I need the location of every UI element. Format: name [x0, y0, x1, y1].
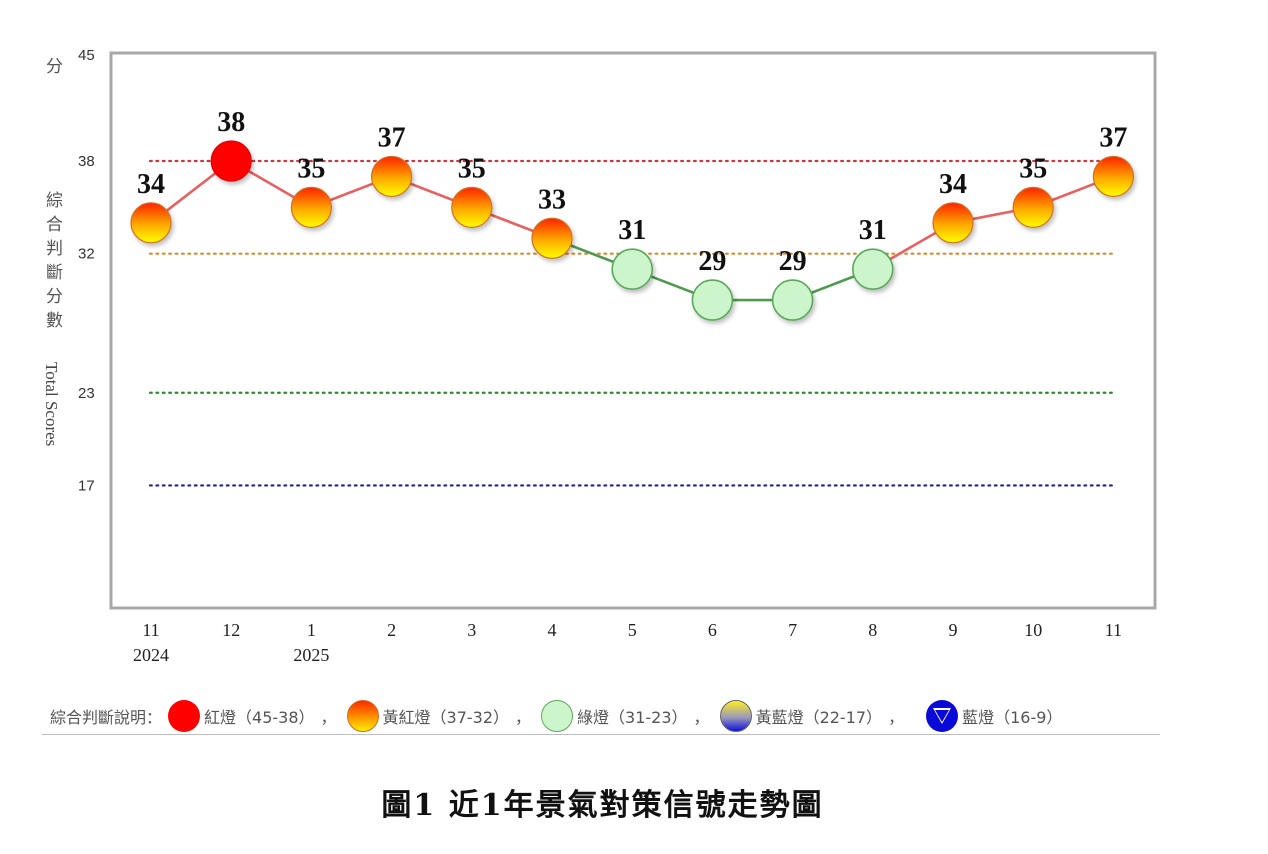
data-points	[130, 140, 1135, 321]
plot-area	[109, 51, 1157, 610]
yellow-red-lamp-point	[130, 202, 172, 244]
blue-lamp-icon	[926, 700, 959, 732]
y-axis-title-char: 合	[46, 215, 63, 235]
green-lamp-point	[851, 248, 894, 290]
legend: 綜合判斷說明： 紅燈（45-38） ， 黃紅燈（37-32） ， 綠燈（31-2…	[42, 698, 1160, 735]
yellow-red-lamp-point	[451, 186, 493, 228]
x-tick-label: 6	[708, 620, 717, 640]
data-value-label: 34	[939, 169, 967, 200]
y-tick-label: 17	[78, 477, 95, 494]
legend-item-red: 紅燈（45-38） ，	[168, 700, 347, 732]
green-lamp-point	[771, 279, 814, 321]
y-tick-label: 38	[78, 153, 95, 170]
legend-label: 黃藍燈（22-17）	[755, 708, 883, 727]
x-tick-label: 2	[387, 620, 396, 640]
yellow-red-lamp-point	[1012, 186, 1054, 228]
data-value-label: 35	[458, 153, 486, 184]
data-value-label: 38	[217, 107, 245, 138]
yellow-red-lamp-point	[531, 217, 573, 259]
legend-item-green: 綠燈（31-23） ，	[541, 700, 720, 732]
legend-item-blue: 藍燈（16-9）	[926, 700, 1062, 732]
yellow-red-lamp-point	[932, 202, 974, 244]
data-value-label: 37	[378, 122, 406, 153]
yellow-red-lamp-point	[290, 186, 332, 228]
data-value-label: 37	[1099, 122, 1127, 153]
y-axis: 45 38 32 23 17	[78, 47, 95, 494]
threshold-lines	[148, 159, 1115, 487]
x-tick-label: 11	[142, 620, 159, 640]
red-lamp-icon	[168, 700, 201, 732]
green-lamp-point	[611, 248, 654, 290]
y-axis-title-en: Total Scores	[42, 362, 61, 446]
y-tick-label: 23	[78, 385, 95, 402]
legend-item-yellow-red: 黃紅燈（37-32） ，	[346, 700, 542, 732]
data-value-label: 31	[618, 215, 646, 246]
x-tick-label: 10	[1024, 620, 1042, 640]
data-value-label: 33	[538, 184, 566, 215]
figure-caption: 圖1 近1年景氣對策信號走勢圖	[381, 788, 824, 823]
green-lamp-icon	[541, 700, 574, 732]
data-value-label: 35	[1019, 153, 1047, 184]
yellow-blue-lamp-icon	[719, 700, 752, 732]
data-value-label: 34	[137, 169, 165, 200]
y-axis-title-char: 綜	[46, 191, 63, 211]
legend-label: 綠燈（31-23）	[577, 708, 688, 727]
legend-title: 綜合判斷說明：	[50, 708, 163, 727]
yellow-red-lamp-point	[1092, 155, 1135, 198]
data-value-label: 31	[859, 215, 887, 246]
x-tick-label: 11	[1105, 620, 1122, 640]
x-tick-label: 9	[949, 620, 958, 640]
yellow-red-lamp-point	[371, 155, 413, 198]
x-axis: 11 2024 12 1 2025 2 3 4 5 6 7 8 9 10 11	[133, 620, 1122, 665]
x-tick-label: 4	[548, 620, 557, 640]
y-axis-title-char: 數	[46, 311, 63, 331]
yellow-red-lamp-icon	[346, 700, 379, 732]
green-lamp-point	[691, 279, 734, 321]
x-tick-label: 8	[868, 620, 877, 640]
legend-label: 黃紅燈（37-32）	[382, 708, 510, 727]
x-tick-year: 2025	[293, 645, 329, 665]
y-axis-title-char: 斷	[46, 263, 63, 283]
legend-label: 藍燈（16-9）	[962, 708, 1063, 727]
y-axis-title-char: 判	[46, 239, 63, 259]
data-value-label: 29	[779, 246, 807, 277]
y-tick-label: 45	[78, 47, 95, 64]
legend-item-yellow-blue: 黃藍燈（22-17） ，	[719, 700, 927, 732]
legend-label: 紅燈（45-38）	[204, 708, 315, 727]
x-tick-label: 5	[628, 620, 637, 640]
y-unit-label: 分	[46, 57, 63, 77]
y-tick-label: 32	[78, 246, 95, 263]
x-tick-label: 1	[307, 620, 316, 640]
x-tick-label: 12	[222, 620, 240, 640]
x-tick-label: 7	[788, 620, 797, 640]
data-value-label: 35	[297, 153, 325, 184]
red-lamp-point	[210, 140, 252, 182]
data-value-label: 29	[698, 246, 726, 277]
x-tick-year: 2024	[133, 645, 169, 665]
x-tick-label: 3	[467, 620, 476, 640]
y-axis-title-char: 分	[46, 287, 63, 307]
data-labels: 34 38 35 37 35 33 31 29 29 31 34 35 37	[137, 107, 1127, 277]
